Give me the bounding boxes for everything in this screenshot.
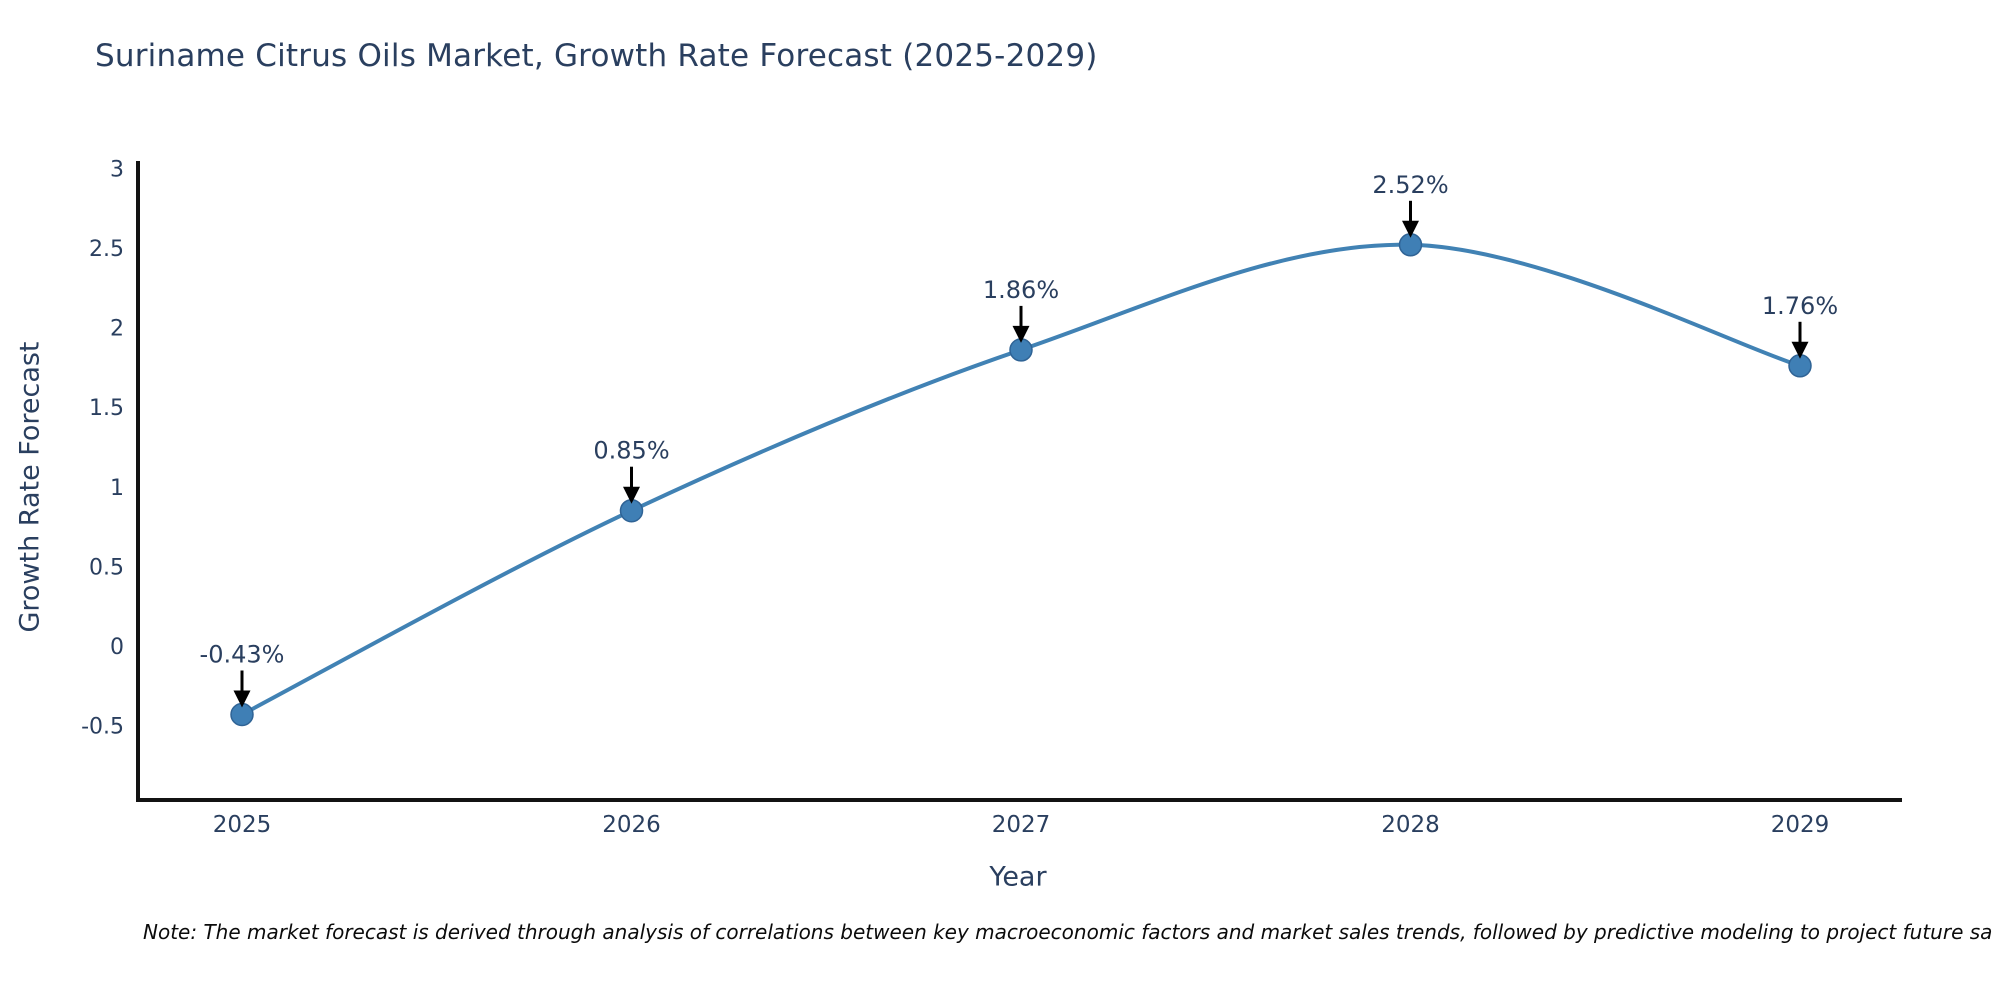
data-point-value-label: 2.52% xyxy=(1372,171,1448,199)
chart-title: Suriname Citrus Oils Market, Growth Rate… xyxy=(95,38,1098,74)
y-tick-label: -0.5 xyxy=(81,715,124,740)
forecast-methodology-note: Note: The market forecast is derived thr… xyxy=(143,920,1993,944)
y-tick-label: 0 xyxy=(110,635,124,660)
x-tick-label: 2029 xyxy=(1771,812,1830,838)
y-tick-label: 2 xyxy=(110,317,124,342)
y-tick-label: 3 xyxy=(110,157,124,182)
y-tick-label: 1.5 xyxy=(89,396,124,421)
x-tick-label: 2027 xyxy=(992,812,1051,838)
annotation-arrowhead xyxy=(1402,220,1419,238)
y-tick-label: 2.5 xyxy=(89,237,124,262)
data-point-value-label: -0.43% xyxy=(200,641,285,669)
y-tick-label: 0.5 xyxy=(89,555,124,580)
data-point-value-label: 0.85% xyxy=(593,437,669,465)
annotation-arrowhead xyxy=(233,690,251,708)
x-tick-label: 2028 xyxy=(1381,812,1440,838)
annotation-arrowhead xyxy=(1791,341,1809,359)
x-tick-label: 2025 xyxy=(213,812,272,838)
y-tick-label: 1 xyxy=(110,476,124,501)
data-point-value-label: 1.86% xyxy=(983,276,1059,304)
x-axis-title: Year xyxy=(989,861,1047,893)
data-point-value-label: 1.76% xyxy=(1762,292,1838,320)
x-tick-label: 2026 xyxy=(602,812,661,838)
annotation-arrowhead xyxy=(623,486,640,504)
annotation-arrowhead xyxy=(1012,325,1030,343)
